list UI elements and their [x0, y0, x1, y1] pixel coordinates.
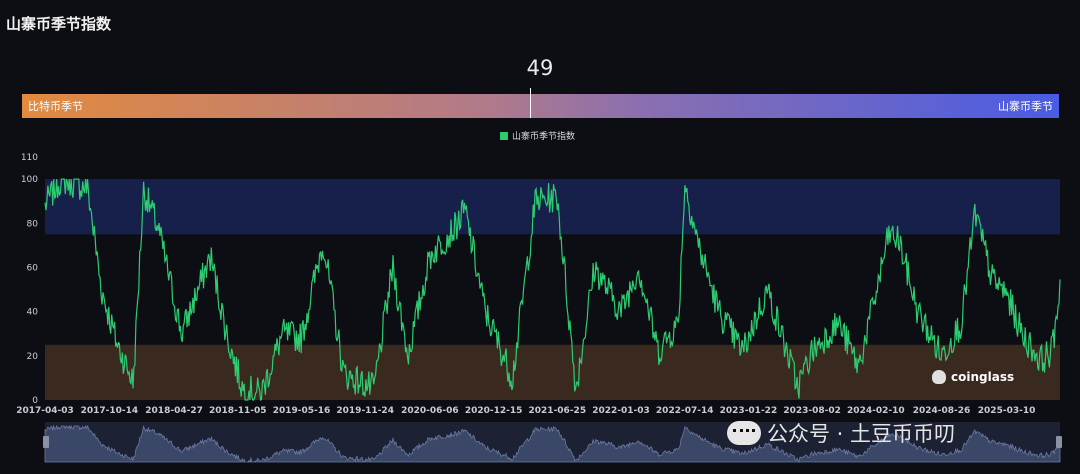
legend-label: 山寨币季节指数: [512, 132, 576, 142]
series-line: [44, 178, 1061, 401]
x-tick-label: 2022-07-14: [656, 406, 714, 416]
navigator[interactable]: [43, 422, 1062, 464]
gauge-marker: [530, 88, 532, 118]
y-tick-label: 110: [21, 153, 38, 163]
x-tick-label: 2023-08-02: [783, 406, 841, 416]
navigator-handle-left: [43, 436, 49, 448]
x-tick-label: 2025-03-10: [978, 406, 1036, 416]
y-tick-label: 0: [32, 396, 38, 406]
page-title: 山寨币季节指数: [6, 15, 112, 33]
x-tick-label: 2022-01-03: [592, 406, 650, 416]
y-tick-label: 60: [27, 263, 39, 273]
x-tick-label: 2020-06-06: [401, 406, 459, 416]
x-tick-label: 2019-05-16: [273, 406, 331, 416]
chart-legend[interactable]: 山寨币季节指数: [500, 129, 575, 142]
navigator-handle-right: [1056, 436, 1062, 448]
wechat-watermark: 公众号 · 土豆币币叨: [727, 418, 955, 448]
gauge-left-label: 比特币季节: [28, 100, 83, 113]
btcseason-band: [45, 344, 1060, 400]
y-tick-label: 20: [27, 352, 39, 362]
x-tick-label: 2018-11-05: [209, 406, 267, 416]
navigator-area: [44, 424, 1061, 464]
x-tick-label: 2023-01-22: [720, 406, 778, 416]
coinglass-logo: coinglass: [932, 370, 1014, 384]
x-tick-label: 2018-04-27: [145, 406, 203, 416]
x-tick-label: 2021-06-25: [529, 406, 587, 416]
x-tick-label: 2024-08-26: [913, 406, 971, 416]
gauge-right-label: 山寨币季节: [998, 100, 1053, 113]
gauge-value: 49: [526, 56, 554, 80]
legend-swatch: [500, 131, 508, 140]
y-tick-label: 100: [21, 175, 38, 185]
coinglass-icon: [932, 370, 946, 384]
y-tick-label: 40: [27, 308, 39, 318]
x-tick-label: 2019-11-24: [336, 406, 394, 416]
x-tick-label: 2017-04-03: [16, 406, 74, 416]
watermark-text: 公众号 · 土豆币币叨: [767, 422, 956, 446]
x-tick-label: 2020-12-15: [465, 406, 523, 416]
wechat-icon: [727, 421, 761, 445]
brand-text: coinglass: [951, 370, 1015, 384]
x-tick-label: 2017-10-14: [81, 406, 139, 416]
y-tick-label: 80: [27, 219, 39, 229]
season-gauge: 比特币季节 山寨币季节: [22, 88, 1059, 118]
x-tick-label: 2024-02-10: [847, 406, 905, 416]
